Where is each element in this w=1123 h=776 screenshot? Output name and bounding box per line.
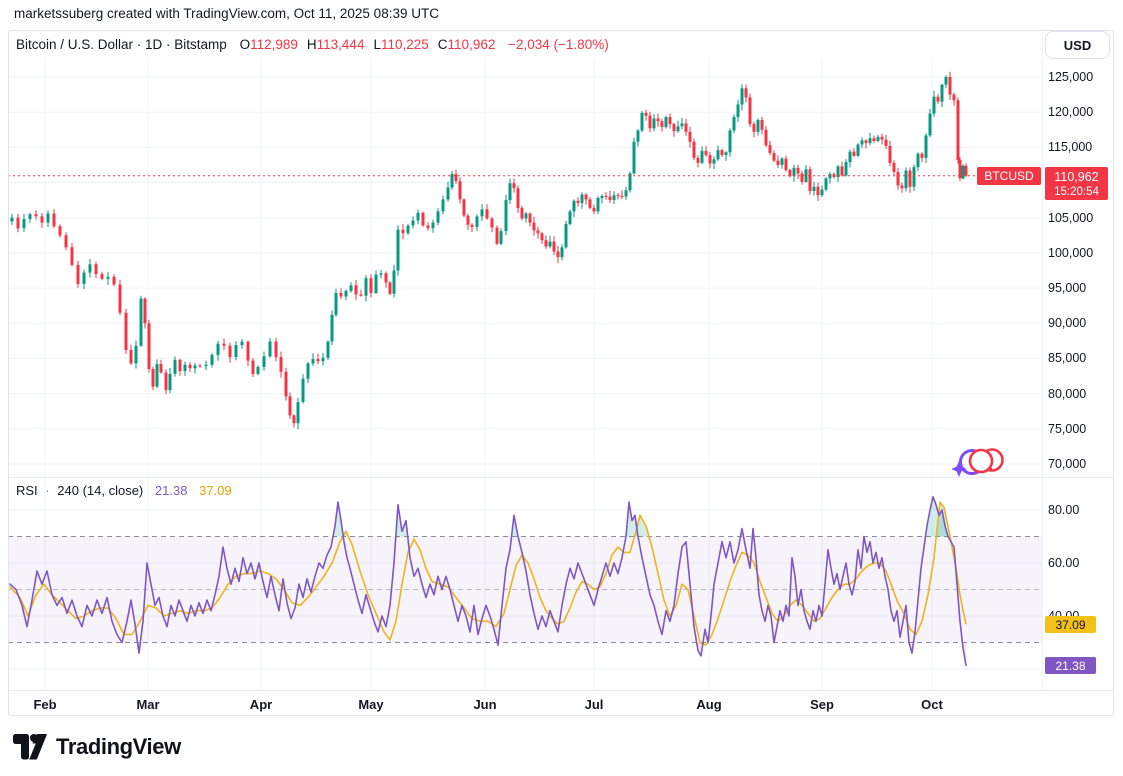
tradingview-logo[interactable]: TradingView (12, 733, 181, 761)
time-axis-label-apr: Apr (249, 697, 273, 712)
last-price-label: 110,962 15:20:54 (1045, 167, 1108, 200)
last-price-symbol-tag: BTCUSD (977, 167, 1041, 185)
symbol-title[interactable]: Bitcoin / U.S. Dollar · 1D · Bitstamp (16, 37, 227, 52)
currency-toggle-button[interactable]: USD (1045, 31, 1110, 59)
time-axis-label-mar: Mar (136, 697, 160, 712)
price-scale-divider (1042, 31, 1043, 689)
rsi-params: 240 (14, close) (57, 483, 144, 498)
rsi-title[interactable]: RSI (16, 483, 38, 498)
rsi-tick-label: 60.00 (1048, 556, 1080, 570)
ohlc-H-label: H (306, 37, 317, 52)
tradingview-logo-mark (13, 734, 47, 760)
price-tick-label: 125,000 (1048, 70, 1094, 84)
time-axis-divider (9, 690, 1113, 691)
price-tick-label: 95,000 (1048, 281, 1087, 296)
ohlc-O-label: O (239, 37, 251, 52)
rsi-tick-label: 80.00 (1048, 503, 1080, 517)
rsi-axis-label: 21.38 (1045, 657, 1096, 674)
ohlc-C-label: C (437, 37, 448, 52)
pane-divider[interactable] (9, 477, 1113, 478)
rsi-legend[interactable]: RSI · 240 (14, close) 21.38 37.09 (16, 483, 232, 498)
time-axis-label-sep: Sep (810, 697, 834, 712)
time-axis-label-oct: Oct (921, 697, 943, 712)
last-price-value: 110,962 (1054, 170, 1099, 184)
price-tick-label: 115,000 (1048, 140, 1093, 155)
tradingview-logo-text: TradingView (56, 734, 181, 759)
time-axis-label-may: May (358, 697, 384, 712)
price-tick-label: 80,000 (1048, 386, 1087, 401)
price-tick-label: 105,000 (1048, 210, 1094, 225)
time-axis-label-jun: Jun (473, 697, 497, 712)
price-tick-label: 90,000 (1048, 316, 1087, 331)
time-axis-label-jul: Jul (584, 697, 604, 712)
rsi-ma-value: 37.09 (199, 483, 232, 498)
ohlc-C-value: 110,962 (447, 37, 496, 52)
symbol-legend[interactable]: Bitcoin / U.S. Dollar · 1D · Bitstamp O1… (16, 37, 609, 52)
price-tick-label: 85,000 (1048, 351, 1087, 366)
ohlc-L-label: L (373, 37, 381, 52)
rsi-value: 21.38 (154, 483, 188, 498)
ohlc-values: O112,989 H113,444 L110,225 C110,962 (231, 37, 496, 52)
price-tick-label: 100,000 (1048, 245, 1094, 260)
ohlc-O-value: 112,989 (250, 37, 298, 52)
ohlc-H-value: 113,444 (316, 37, 365, 52)
rsi-separator: · (45, 483, 50, 498)
attribution-text: marketssuberg created with TradingView.c… (14, 6, 439, 21)
bar-countdown: 15:20:54 (1054, 185, 1099, 198)
time-axis-label-feb: Feb (33, 697, 57, 712)
sparkle-icon (951, 461, 967, 477)
change-value: −2,034 (−1.80%) (508, 37, 609, 52)
us-flag-coin-icon (968, 448, 994, 474)
time-axis-label-aug: Aug (696, 697, 722, 712)
price-tick-label: 120,000 (1048, 105, 1094, 120)
price-tick-label: 70,000 (1048, 457, 1087, 471)
price-tick-label: 75,000 (1048, 421, 1087, 436)
rsi-ma-axis-label: 37.09 (1045, 616, 1096, 633)
ohlc-L-value: 110,225 (380, 37, 429, 52)
author-watermark (951, 443, 1004, 484)
